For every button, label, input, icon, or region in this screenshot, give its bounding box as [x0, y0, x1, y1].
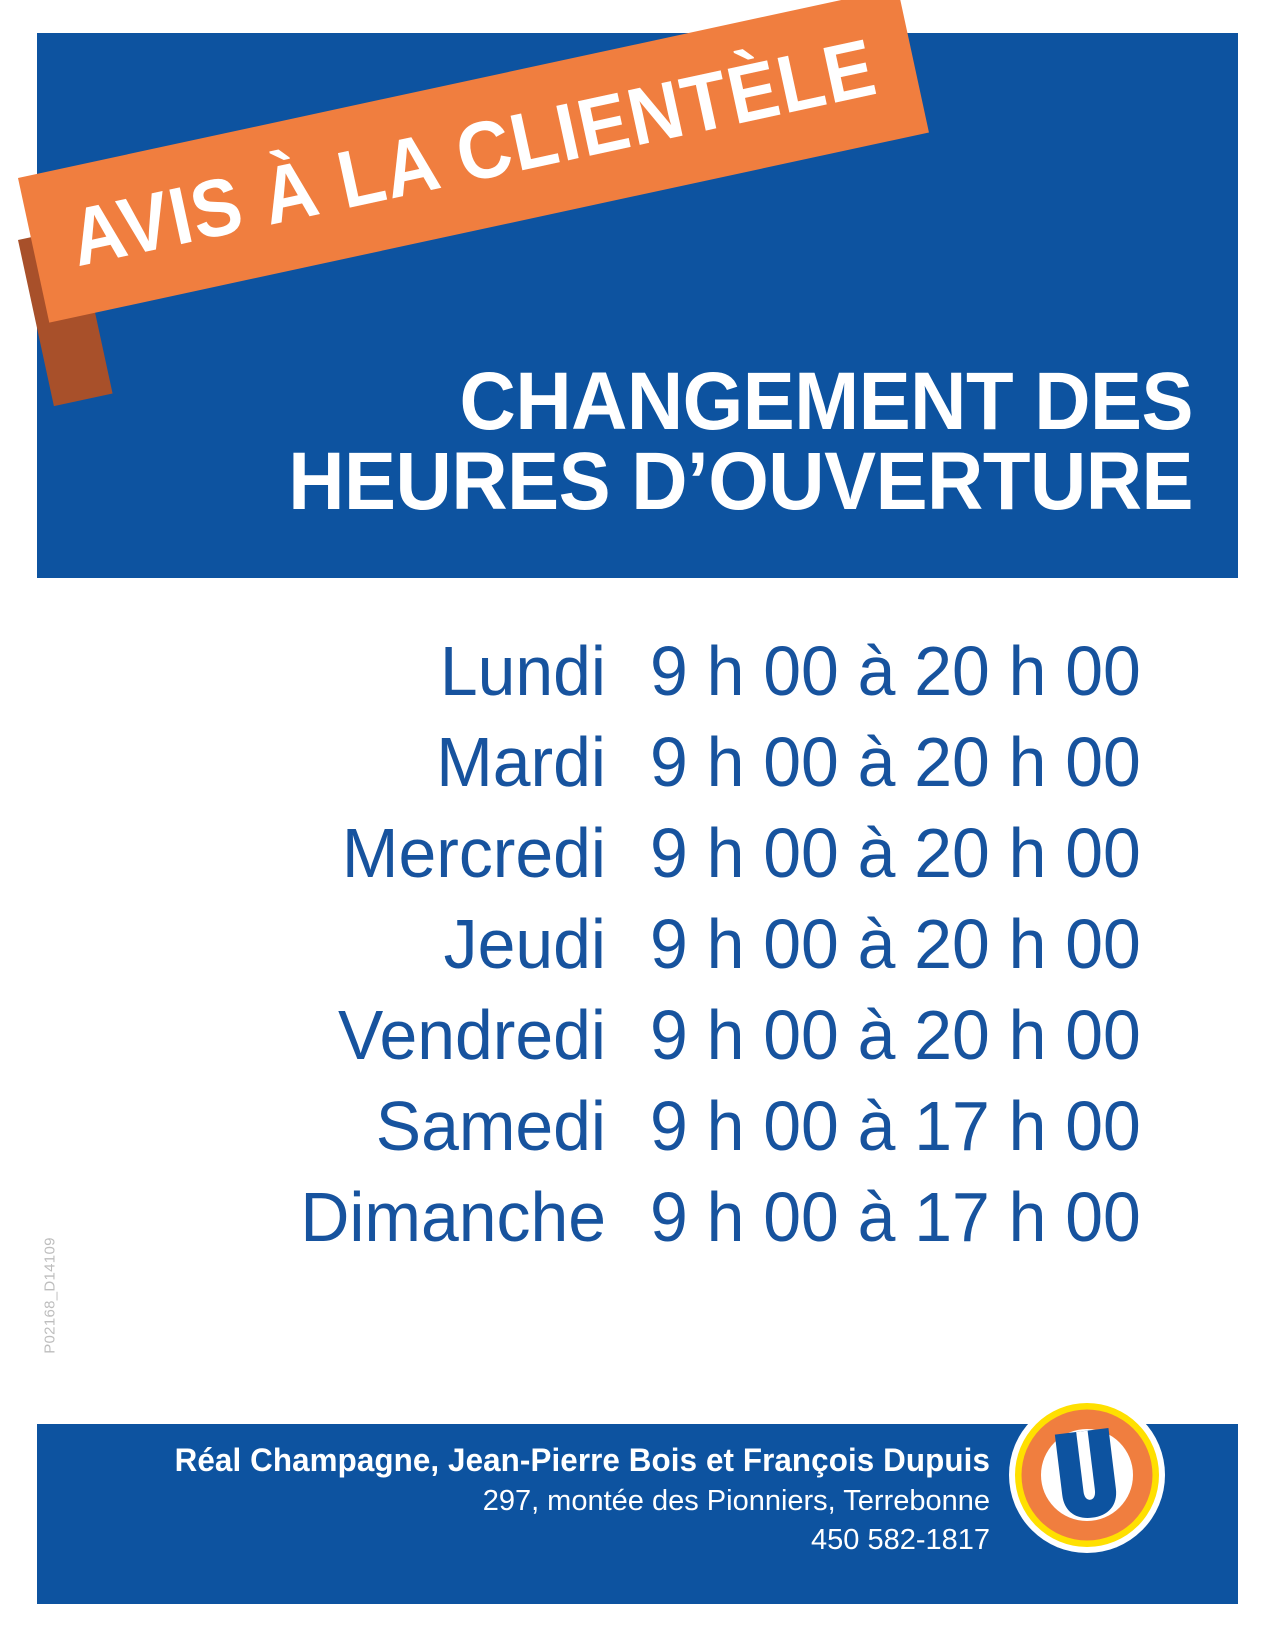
page-title-line-2: HEURES D’OUVERTURE: [288, 435, 1193, 527]
opening-hours-table: Lundi 9 h 00 à 20 h 00 Mardi 9 h 00 à 20…: [37, 632, 1141, 1273]
hours-time-value: 9 h 00 à 20 h 00: [650, 723, 1141, 801]
hours-day-label: Dimanche: [300, 1178, 606, 1256]
hours-day-label: Vendredi: [337, 996, 606, 1074]
hours-row: Vendredi 9 h 00 à 20 h 00: [37, 996, 1141, 1091]
footer-phone: 450 582-1817: [811, 1524, 990, 1557]
hours-day-label: Lundi: [439, 632, 606, 710]
hours-day-label: Mardi: [436, 723, 606, 801]
hours-day-label: Samedi: [375, 1087, 606, 1165]
hours-day-label: Mercredi: [341, 814, 606, 892]
metro-u-logo-icon: [1008, 1396, 1166, 1554]
hours-time-value: 9 h 00 à 20 h 00: [650, 814, 1141, 892]
footer-address: 297, montée des Pionniers, Terrebonne: [482, 1485, 990, 1518]
hours-row: Jeudi 9 h 00 à 20 h 00: [37, 905, 1141, 1000]
hours-row: Lundi 9 h 00 à 20 h 00: [37, 632, 1141, 727]
hours-row: Dimanche 9 h 00 à 17 h 00: [37, 1178, 1141, 1273]
hours-time-value: 9 h 00 à 17 h 00: [650, 1178, 1141, 1256]
hours-day-label: Jeudi: [443, 905, 606, 983]
page-title: CHANGEMENT DES HEURES D’OUVERTURE: [37, 356, 1217, 527]
hours-row: Mercredi 9 h 00 à 20 h 00: [37, 814, 1141, 909]
page-title-line-1: CHANGEMENT DES: [459, 356, 1194, 447]
hours-time-value: 9 h 00 à 20 h 00: [650, 905, 1141, 983]
hours-time-value: 9 h 00 à 17 h 00: [650, 1087, 1141, 1165]
hours-time-value: 9 h 00 à 20 h 00: [650, 996, 1141, 1074]
footer-owner-names: Réal Champagne, Jean-Pierre Bois et Fran…: [174, 1442, 991, 1478]
print-reference-code: P02168_D14109: [41, 1237, 59, 1354]
hours-time-value: 9 h 00 à 20 h 00: [650, 632, 1141, 710]
hours-row: Samedi 9 h 00 à 17 h 00: [37, 1087, 1141, 1182]
hours-row: Mardi 9 h 00 à 20 h 00: [37, 723, 1141, 818]
footer-contact-block: Réal Champagne, Jean-Pierre Bois et Fran…: [60, 1439, 990, 1560]
